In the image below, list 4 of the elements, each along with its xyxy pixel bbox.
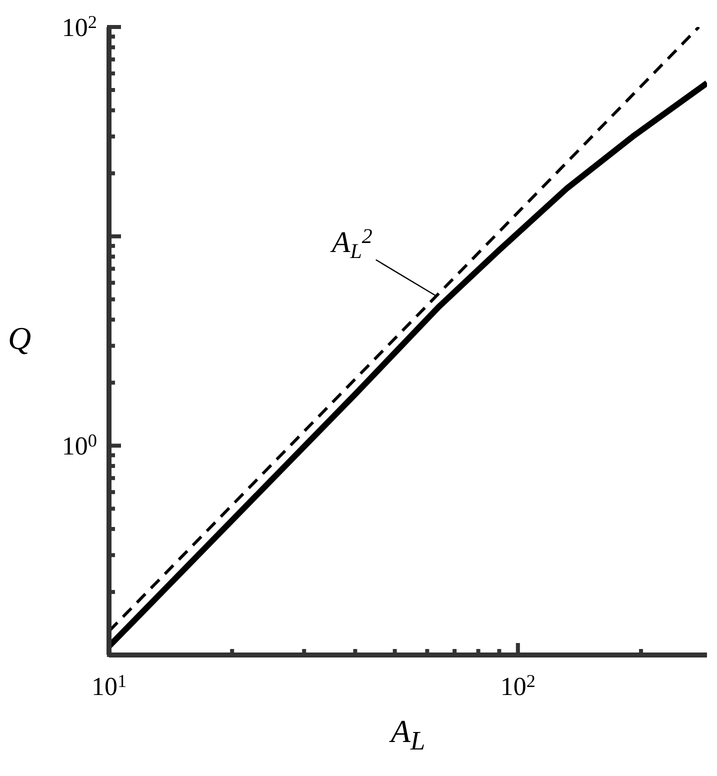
y-tick-label: 10$^{0}$: [62, 430, 97, 461]
x-tick-label: 10$^{1}$: [91, 670, 127, 701]
y-axis-title: Q: [8, 320, 32, 357]
x-axis-title: A$_{L}$: [388, 713, 426, 756]
